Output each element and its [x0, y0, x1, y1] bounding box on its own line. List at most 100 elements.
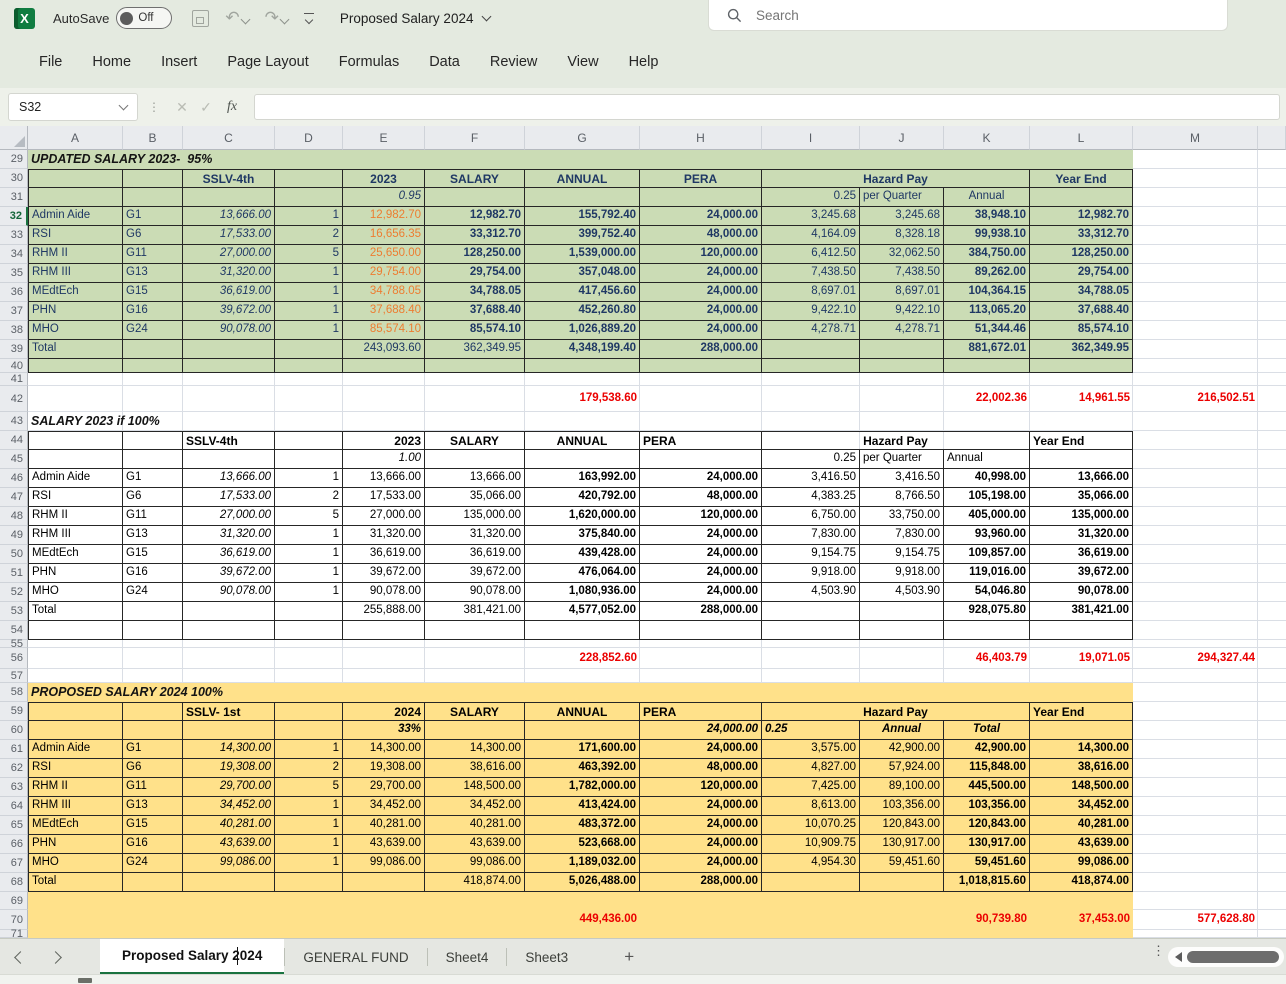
cell-I53[interactable] — [762, 602, 860, 621]
cell-C53[interactable] — [183, 602, 275, 621]
cell-I48[interactable]: 6,750.00 — [762, 507, 860, 526]
cell-B59[interactable] — [123, 702, 183, 721]
sheet-tab-sheet4[interactable]: Sheet4 — [428, 939, 507, 975]
cell-H50[interactable]: 24,000.00 — [640, 545, 762, 564]
cell-D60[interactable] — [275, 721, 343, 740]
cell-F45[interactable] — [425, 450, 525, 469]
cell-C48[interactable]: 27,000.00 — [183, 507, 275, 526]
cell-E37[interactable]: 37,688.40 — [343, 302, 425, 321]
menu-item-review[interactable]: Review — [475, 48, 553, 76]
cell-J39[interactable] — [860, 340, 944, 359]
cell-L39[interactable]: 362,349.95 — [1030, 340, 1133, 359]
cell-A63[interactable]: RHM II — [28, 778, 123, 797]
cell-D30[interactable] — [275, 169, 343, 188]
cell-F59[interactable]: SALARY — [425, 702, 525, 721]
col-header-K[interactable]: K — [944, 126, 1030, 150]
cell-E61[interactable]: 14,300.00 — [343, 740, 425, 759]
cell-C67[interactable]: 99,086.00 — [183, 854, 275, 873]
cell-J45[interactable]: per Quarter — [860, 450, 944, 469]
row-header-55[interactable]: 55 — [0, 640, 28, 648]
row-header-35[interactable]: 35 — [0, 264, 28, 283]
cell-K36[interactable]: 104,364.15 — [944, 283, 1030, 302]
cell-C37[interactable]: 39,672.00 — [183, 302, 275, 321]
cell-K68[interactable]: 1,018,815.60 — [944, 873, 1030, 892]
cell-L31[interactable] — [1030, 188, 1133, 207]
row-header-46[interactable]: 46 — [0, 469, 28, 488]
cell-I62[interactable]: 4,827.00 — [762, 759, 860, 778]
cell-A52[interactable]: MHO — [28, 583, 123, 602]
cell-E49[interactable]: 31,320.00 — [343, 526, 425, 545]
cell-E34[interactable]: 25,650.00 — [343, 245, 425, 264]
cell-H31[interactable] — [640, 188, 762, 207]
cell-D63[interactable]: 5 — [275, 778, 343, 797]
cell-J32[interactable]: 3,245.68 — [860, 207, 944, 226]
cell-K67[interactable]: 59,451.60 — [944, 854, 1030, 873]
cell-G47[interactable]: 420,792.00 — [525, 488, 640, 507]
cell-E51[interactable]: 39,672.00 — [343, 564, 425, 583]
cell-B37[interactable]: G16 — [123, 302, 183, 321]
cell-A62[interactable]: RSI — [28, 759, 123, 778]
cell-H45[interactable] — [640, 450, 762, 469]
row-header-69[interactable]: 69 — [0, 892, 28, 910]
cell-H36[interactable]: 24,000.00 — [640, 283, 762, 302]
cell-D68[interactable] — [275, 873, 343, 892]
cell-F31[interactable] — [425, 188, 525, 207]
cell-H52[interactable]: 24,000.00 — [640, 583, 762, 602]
cell-E47[interactable]: 17,533.00 — [343, 488, 425, 507]
cell-L30[interactable]: Year End — [1030, 169, 1133, 188]
cell-H48[interactable]: 120,000.00 — [640, 507, 762, 526]
cell-B34[interactable]: G11 — [123, 245, 183, 264]
cell-E63[interactable]: 29,700.00 — [343, 778, 425, 797]
cell-B40[interactable] — [123, 359, 183, 373]
cell-M42-summary[interactable]: 216,502.51 — [1133, 386, 1258, 412]
cell-H32[interactable]: 24,000.00 — [640, 207, 762, 226]
cell-C38[interactable]: 90,078.00 — [183, 321, 275, 340]
cell-H66[interactable]: 24,000.00 — [640, 835, 762, 854]
cell-F64[interactable]: 34,452.00 — [425, 797, 525, 816]
cell-F37[interactable]: 37,688.40 — [425, 302, 525, 321]
title-dropdown-icon[interactable] — [482, 12, 492, 22]
cell-L36[interactable]: 34,788.05 — [1030, 283, 1133, 302]
cell-A54[interactable] — [28, 621, 123, 640]
cell-D37[interactable]: 1 — [275, 302, 343, 321]
cell-H40[interactable] — [640, 359, 762, 373]
cell-E44[interactable]: 2023 — [343, 431, 425, 450]
cell-H61[interactable]: 24,000.00 — [640, 740, 762, 759]
cell-F53[interactable]: 381,421.00 — [425, 602, 525, 621]
row-header-36[interactable]: 36 — [0, 283, 28, 302]
row-header-66[interactable]: 66 — [0, 835, 28, 854]
col-header-M[interactable]: M — [1133, 126, 1258, 150]
cell-A31[interactable] — [28, 188, 123, 207]
cell-J52[interactable]: 4,503.90 — [860, 583, 944, 602]
cell-F36[interactable]: 34,788.05 — [425, 283, 525, 302]
cell-J38[interactable]: 4,278.71 — [860, 321, 944, 340]
cell-G35[interactable]: 357,048.00 — [525, 264, 640, 283]
cell-I37[interactable]: 9,422.10 — [762, 302, 860, 321]
cell-I35[interactable]: 7,438.50 — [762, 264, 860, 283]
cell-D59[interactable] — [275, 702, 343, 721]
cell-F63[interactable]: 148,500.00 — [425, 778, 525, 797]
cell-D51[interactable]: 1 — [275, 564, 343, 583]
cell-A33[interactable]: RSI — [28, 226, 123, 245]
cell-D33[interactable]: 2 — [275, 226, 343, 245]
excel-logo-icon[interactable]: X — [14, 8, 35, 29]
cell-L59[interactable]: Year End — [1030, 702, 1133, 721]
cell-K63[interactable]: 445,500.00 — [944, 778, 1030, 797]
cell-G51[interactable]: 476,064.00 — [525, 564, 640, 583]
cell-B60[interactable] — [123, 721, 183, 740]
cell-L61[interactable]: 14,300.00 — [1030, 740, 1133, 759]
sheet-tab-general-fund[interactable]: GENERAL FUND — [285, 939, 426, 975]
cell-I54[interactable] — [762, 621, 860, 640]
cell-H67[interactable]: 24,000.00 — [640, 854, 762, 873]
cell-E52[interactable]: 90,078.00 — [343, 583, 425, 602]
cell-D66[interactable]: 1 — [275, 835, 343, 854]
row-header-33[interactable]: 33 — [0, 226, 28, 245]
cell-F39[interactable]: 362,349.95 — [425, 340, 525, 359]
col-header-E[interactable]: E — [343, 126, 425, 150]
cell-A67[interactable]: MHO — [28, 854, 123, 873]
cell-L51[interactable]: 39,672.00 — [1030, 564, 1133, 583]
cell-C33[interactable]: 17,533.00 — [183, 226, 275, 245]
cell-D61[interactable]: 1 — [275, 740, 343, 759]
cell-L53[interactable]: 381,421.00 — [1030, 602, 1133, 621]
cell-E40[interactable] — [343, 359, 425, 373]
